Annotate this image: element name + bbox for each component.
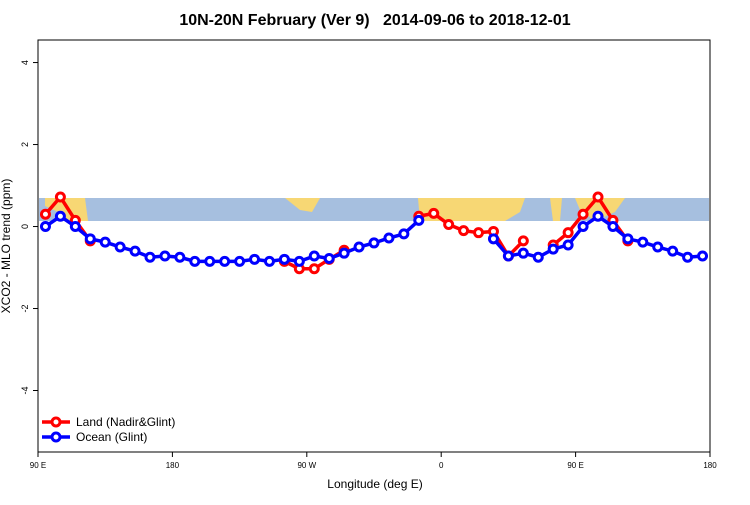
data-point	[54, 210, 66, 222]
data-point	[263, 255, 275, 267]
data-point	[652, 241, 664, 253]
data-point	[458, 225, 470, 237]
data-point	[517, 247, 529, 259]
data-point	[667, 245, 679, 257]
data-point	[547, 243, 559, 255]
data-point	[69, 221, 81, 233]
data-point	[353, 241, 365, 253]
y-tick-label: 0	[20, 224, 30, 229]
data-point	[577, 221, 589, 233]
x-tick-label: 180	[166, 461, 180, 470]
y-axis-label: XCO2 - MLO trend (ppm)	[0, 179, 13, 314]
x-tick-label: 0	[439, 461, 444, 470]
chart-title: 10N-20N February (Ver 9) 2014-09-06 to 2…	[179, 12, 570, 29]
data-point	[99, 236, 111, 248]
data-point	[682, 251, 694, 263]
data-point	[114, 241, 126, 253]
legend: Land (Nadir&Glint)Ocean (Glint)	[42, 415, 175, 444]
legend-label: Ocean (Glint)	[76, 430, 147, 444]
data-point	[637, 236, 649, 248]
data-point	[398, 228, 410, 240]
data-point	[428, 207, 440, 219]
data-point	[308, 263, 320, 275]
data-point	[308, 250, 320, 262]
data-point	[592, 210, 604, 222]
y-tick-label: -4	[20, 386, 30, 394]
data-point	[697, 250, 709, 262]
data-point	[443, 218, 455, 230]
y-tick-label: 2	[20, 142, 30, 147]
data-point	[383, 232, 395, 244]
data-point	[607, 221, 619, 233]
data-point	[84, 233, 96, 245]
data-point	[189, 255, 201, 267]
data-point	[473, 227, 485, 239]
data-point	[219, 255, 231, 267]
y-tick-label: 4	[20, 60, 30, 65]
data-point	[323, 253, 335, 265]
x-tick-label: 90 E	[567, 461, 583, 470]
data-point	[39, 208, 51, 220]
data-point	[293, 255, 305, 267]
data-point	[592, 191, 604, 203]
data-point	[129, 245, 141, 257]
plot-frame	[37, 39, 711, 453]
data-point	[517, 235, 529, 247]
data-point	[234, 255, 246, 267]
legend-marker	[50, 431, 62, 443]
data-point	[562, 239, 574, 251]
data-point	[368, 237, 380, 249]
data-point	[39, 221, 51, 233]
data-point	[174, 251, 186, 263]
y-tick-label: -2	[20, 305, 30, 313]
data-point	[54, 191, 66, 203]
data-point	[622, 233, 634, 245]
legend-marker	[50, 416, 62, 428]
data-point	[159, 250, 171, 262]
data-point	[204, 255, 216, 267]
data-point	[532, 251, 544, 263]
data-point	[144, 251, 156, 263]
data-point	[502, 250, 514, 262]
x-tick-label: 90 E	[30, 461, 46, 470]
data-point	[487, 233, 499, 245]
data-point	[338, 247, 350, 259]
data-point	[278, 253, 290, 265]
data-point	[249, 253, 261, 265]
data-point	[413, 214, 425, 226]
data-point	[577, 208, 589, 220]
data-point	[562, 227, 574, 239]
x-tick-label: 90 W	[297, 461, 316, 470]
x-tick-label: 180	[703, 461, 717, 470]
legend-label: Land (Nadir&Glint)	[76, 415, 175, 429]
x-axis-label: Longitude (deg E)	[327, 477, 422, 491]
